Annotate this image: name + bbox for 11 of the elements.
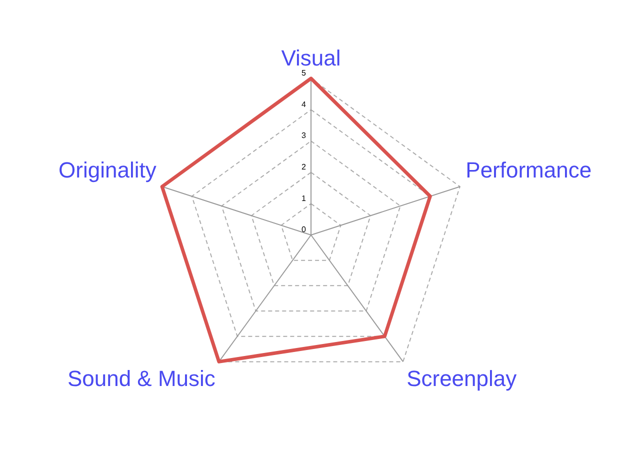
spoke-label: Visual [281,45,341,70]
y-tick-label: 2 [302,162,307,172]
spoke-label: Sound & Music [67,366,216,391]
spoke-label: Screenplay [406,366,517,391]
y-tick-label: 5 [302,68,307,78]
y-tick-label: 3 [302,131,307,140]
spoke-label: Performance [466,158,592,183]
y-tick-label: 4 [302,100,307,109]
y-tick-label: 0 [302,225,307,234]
y-tick-label: 1 [302,194,307,203]
spoke-label: Originality [58,158,156,183]
